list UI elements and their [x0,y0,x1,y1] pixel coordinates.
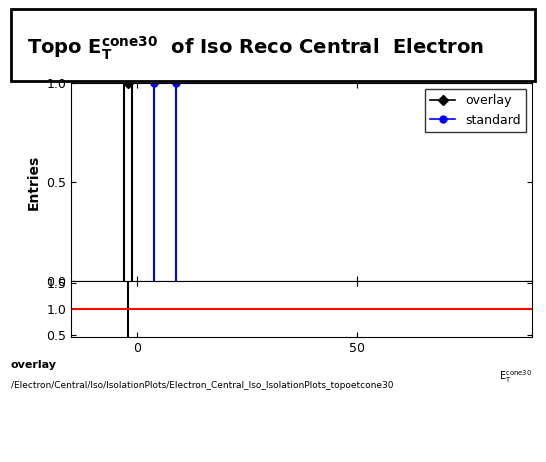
Text: overlay: overlay [11,360,57,371]
Legend: overlay, standard: overlay, standard [425,90,526,132]
Y-axis label: Entries: Entries [27,154,40,210]
Text: Topo $\mathbf{E_T^{cone30}}$  of Iso Reco Central  Electron: Topo $\mathbf{E_T^{cone30}}$ of Iso Reco… [27,35,484,62]
Text: $\mathregular{E_T^{cone30}}$: $\mathregular{E_T^{cone30}}$ [500,368,532,385]
Text: /Electron/Central/Iso/IsolationPlots/Electron_Central_Iso_IsolationPlots_topoetc: /Electron/Central/Iso/IsolationPlots/Ele… [11,381,394,390]
